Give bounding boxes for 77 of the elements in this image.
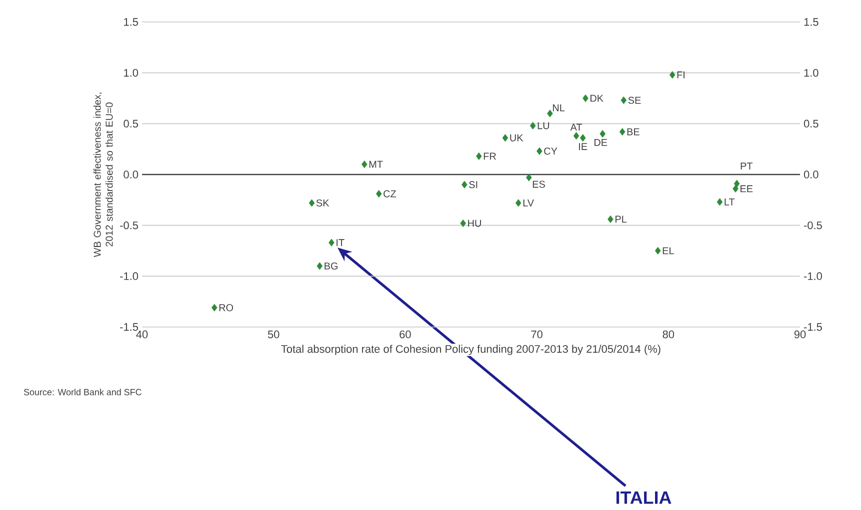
annotation: BG xyxy=(324,262,338,270)
x-tick-label: 70 xyxy=(531,330,542,338)
y2-tick-label: 1.0 xyxy=(804,68,818,77)
source-note: Source: World Bank and SFC xyxy=(24,388,142,396)
annotation: LT xyxy=(724,198,735,206)
point xyxy=(580,134,586,142)
point xyxy=(362,160,368,168)
x-tick-label: 40 xyxy=(136,330,148,338)
point xyxy=(316,262,323,270)
annotation: EL xyxy=(662,247,674,254)
annotation: DK xyxy=(590,94,604,102)
point xyxy=(536,147,542,155)
y2-tick-label: 0.0 xyxy=(804,170,818,178)
annotation: UK xyxy=(510,134,524,142)
text: ITALIA xyxy=(616,491,672,504)
annotation: AT xyxy=(570,124,582,131)
annotation: LU xyxy=(538,122,550,130)
point xyxy=(502,134,508,142)
point xyxy=(462,180,468,188)
y2-tick-label: -0.5 xyxy=(804,221,822,230)
annotation: PL xyxy=(616,216,627,223)
point xyxy=(732,184,738,193)
y2-tick-label: -1.0 xyxy=(804,272,822,280)
x-tick-label: 50 xyxy=(268,330,280,338)
annotation: FR xyxy=(484,152,496,160)
y-tick-label: 0.5 xyxy=(124,120,138,128)
y-tick-label: 1.5 xyxy=(124,18,138,26)
point xyxy=(620,96,627,104)
x-tick-label: 60 xyxy=(400,330,411,338)
annotation: SE xyxy=(628,96,641,104)
point xyxy=(476,152,482,160)
point xyxy=(573,132,580,140)
x-axis-title: Total absorption rate of Cohesion Policy funding 2007-2013 by 21/05/2014 (%) xyxy=(281,344,660,356)
annotation: RO xyxy=(219,304,234,312)
annotation: DE xyxy=(594,139,608,146)
point xyxy=(716,198,723,206)
point xyxy=(460,219,466,228)
point xyxy=(600,130,606,138)
point xyxy=(526,174,532,182)
point xyxy=(211,304,218,312)
point xyxy=(376,190,382,198)
point xyxy=(582,94,588,102)
annotation: MT xyxy=(369,160,383,168)
y-tick-label: -1.0 xyxy=(120,272,138,280)
annotation: EE xyxy=(740,185,753,192)
point xyxy=(308,199,315,207)
point xyxy=(328,238,334,246)
annotation: IE xyxy=(579,143,588,150)
y2-tick-label: 0.5 xyxy=(804,120,818,128)
annotation: PT xyxy=(740,162,753,170)
annotation: SI xyxy=(469,181,478,188)
y-axis-title: WB Government effectiveness index, 2012 standardised so that EU=0 xyxy=(93,92,113,258)
y-tick-label: -0.5 xyxy=(120,221,138,230)
point xyxy=(619,128,626,136)
annotation: LV xyxy=(523,200,534,206)
point xyxy=(530,122,536,130)
point xyxy=(654,246,661,255)
annotation: HU xyxy=(468,220,481,227)
y2-tick-label: 1.5 xyxy=(804,18,818,26)
point xyxy=(515,199,522,207)
y2-tick-label: -1.5 xyxy=(804,323,822,331)
point xyxy=(669,71,676,79)
y-tick-label: 0.0 xyxy=(124,170,138,178)
y-tick-label: 1.0 xyxy=(124,68,138,77)
annotation: FI xyxy=(677,71,684,78)
annotation: CZ xyxy=(384,190,396,198)
annotation: IT xyxy=(336,239,344,246)
x-tick-label: 90 xyxy=(794,330,806,338)
annotation: ES xyxy=(532,180,545,188)
annotation: BE xyxy=(627,128,640,136)
annotation: NL xyxy=(552,104,565,112)
annotation: SK xyxy=(316,199,330,206)
y-tick-label: -1.5 xyxy=(120,323,138,331)
point xyxy=(547,110,553,118)
point xyxy=(608,215,614,224)
x-tick-label: 80 xyxy=(662,330,674,338)
annotation: CY xyxy=(544,148,558,155)
